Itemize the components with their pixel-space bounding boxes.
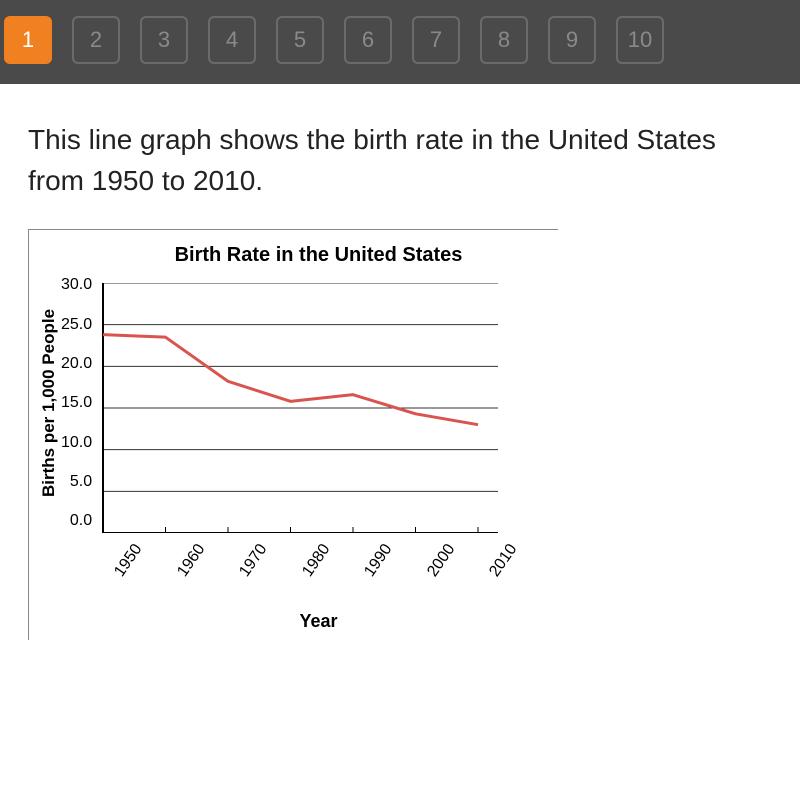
question-nav-bar: 1 2 3 4 5 6 7 8 9 10 bbox=[0, 0, 800, 84]
x-tick: 1990 bbox=[361, 541, 396, 580]
nav-tab-2[interactable]: 2 bbox=[72, 16, 120, 64]
x-tick: 2000 bbox=[424, 541, 459, 580]
chart-title: Birth Rate in the United States bbox=[37, 244, 550, 267]
y-axis-label: Births per 1,000 People bbox=[37, 283, 61, 523]
nav-tab-3[interactable]: 3 bbox=[140, 16, 188, 64]
x-tick: 1960 bbox=[174, 541, 209, 580]
y-tick: 10.0 bbox=[61, 435, 92, 451]
nav-tab-1[interactable]: 1 bbox=[4, 16, 52, 64]
plot-area bbox=[98, 283, 498, 533]
x-tick: 1980 bbox=[299, 541, 334, 580]
x-tick: 1970 bbox=[236, 541, 271, 580]
y-axis-ticks: 30.0 25.0 20.0 15.0 10.0 5.0 0.0 bbox=[61, 277, 98, 529]
y-tick: 0.0 bbox=[61, 513, 92, 529]
y-tick: 20.0 bbox=[61, 356, 92, 372]
x-axis-ticks: 1950196019701980199020002010 bbox=[109, 535, 509, 605]
y-tick: 30.0 bbox=[61, 277, 92, 293]
chart-container: Birth Rate in the United States Births p… bbox=[28, 229, 558, 640]
x-tick: 2010 bbox=[486, 541, 521, 580]
nav-tab-8[interactable]: 8 bbox=[480, 16, 528, 64]
nav-tab-5[interactable]: 5 bbox=[276, 16, 324, 64]
nav-tab-6[interactable]: 6 bbox=[344, 16, 392, 64]
nav-tab-4[interactable]: 4 bbox=[208, 16, 256, 64]
x-tick: 1950 bbox=[111, 541, 146, 580]
nav-tab-7[interactable]: 7 bbox=[412, 16, 460, 64]
chart-svg bbox=[98, 283, 498, 533]
x-axis-label: Year bbox=[37, 611, 550, 632]
question-description: This line graph shows the birth rate in … bbox=[28, 120, 772, 201]
nav-tab-10[interactable]: 10 bbox=[616, 16, 664, 64]
y-tick: 5.0 bbox=[61, 474, 92, 490]
nav-tab-9[interactable]: 9 bbox=[548, 16, 596, 64]
content-area: This line graph shows the birth rate in … bbox=[0, 84, 800, 676]
y-tick: 15.0 bbox=[61, 395, 92, 411]
y-tick: 25.0 bbox=[61, 317, 92, 333]
